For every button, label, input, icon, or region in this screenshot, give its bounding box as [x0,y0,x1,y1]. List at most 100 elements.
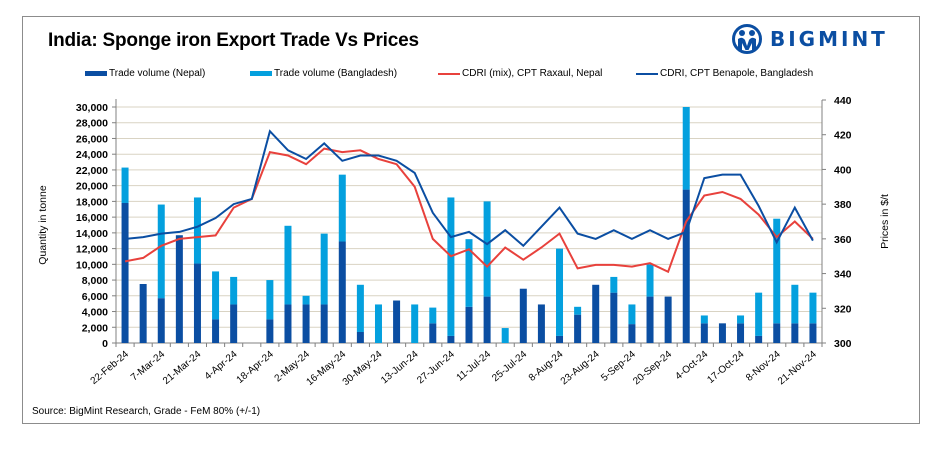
bar-bangladesh [157,204,165,299]
bar-nepal [664,296,672,343]
y2-tick-label: 380 [834,199,852,211]
legend-item-nepal-volume: Trade volume (Nepal) [85,68,205,79]
bar-bangladesh [320,233,328,305]
bar-bangladesh [374,304,382,343]
bar-bangladesh [230,276,238,305]
legend-item-raxaul-price: CDRI (mix), CPT Raxaul, Nepal [438,68,602,79]
bar-nepal [809,323,817,343]
bar-nepal [737,323,745,343]
bigmint-logo: BIGMINT [732,22,888,56]
bar-bangladesh [791,284,799,324]
bar-nepal [393,300,401,343]
bar-bangladesh [556,248,564,336]
legend-swatch [636,72,658,75]
x-tick-label: 25-Jul-24 [490,349,529,385]
bar-nepal [610,292,618,343]
bar-nepal [266,319,274,343]
bar-nepal [556,335,564,343]
x-tick-label: 22-Feb-24 [89,349,132,387]
bar-bangladesh [429,307,437,324]
bar-nepal [483,296,491,343]
y2-axis-title: Prices in $/t [879,194,891,249]
y-tick-label: 30,000 [76,102,108,114]
bar-nepal [230,304,238,343]
legend-label: CDRI (mix), CPT Raxaul, Nepal [462,68,603,79]
y-tick-label: 8,000 [82,275,108,287]
bar-nepal [175,235,183,343]
y-tick-label: 2,000 [82,322,108,334]
bar-nepal [121,202,129,343]
bar-nepal [718,323,726,343]
bar-nepal [592,284,600,343]
bar-bangladesh [193,197,201,264]
x-tick-label: 30-May-24 [341,349,385,388]
bar-bangladesh [773,218,781,324]
x-tick-label: 23-Aug-24 [559,349,602,388]
source-note: Source: BigMint Research, Grade - FeM 80… [32,406,261,417]
bar-nepal [193,263,201,343]
x-tick-label: 21-Nov-24 [776,349,819,388]
bar-bangladesh [121,167,129,203]
bar-bangladesh [338,174,346,242]
bar-nepal [338,241,346,343]
x-tick-label: 11-Jul-24 [455,349,494,384]
x-tick-label: 20-Sep-24 [631,349,674,388]
line-benapole-price [125,129,814,248]
bar-bangladesh [302,295,310,305]
y2-tick-label: 440 [834,95,852,107]
x-tick-label: 21-Mar-24 [161,349,204,387]
y-tick-label: 24,000 [76,149,108,161]
y-tick-label: 6,000 [82,291,108,303]
bar-nepal [302,304,310,343]
bar-bangladesh [755,292,763,336]
legend-swatch [250,71,272,76]
bar-nepal [628,324,636,343]
bar-bangladesh [610,276,618,293]
bar-bangladesh [483,201,491,297]
legend-item-bangladesh-volume: Trade volume (Bangladesh) [250,68,397,79]
bar-nepal [465,306,473,343]
bar-nepal [320,304,328,343]
bar-bangladesh [574,306,582,315]
bar-bangladesh [356,284,364,332]
x-tick-label: 18-Apr-24 [235,349,276,386]
legend-item-benapole-price: CDRI, CPT Benapole, Bangladesh [636,68,813,79]
y2-tick-label: 320 [834,303,852,315]
bar-bangladesh [447,197,455,336]
bar-nepal [429,323,437,343]
bar-bangladesh [284,225,292,305]
legend-label: Trade volume (Nepal) [109,68,206,79]
bar-bangladesh [682,107,690,190]
bar-nepal [574,314,582,343]
y-tick-label: 10,000 [76,259,108,271]
legend-swatch [85,71,107,76]
y-tick-label: 26,000 [76,133,108,145]
bar-nepal [284,304,292,343]
y2-tick-label: 420 [834,130,852,142]
legend-label: CDRI, CPT Benapole, Bangladesh [660,68,814,79]
bar-bangladesh [411,304,419,343]
bar-nepal [682,189,690,343]
bar-nepal [519,288,527,343]
y2-tick-label: 340 [834,269,852,281]
bar-bangladesh [212,271,220,320]
chart-title: India: Sponge iron Export Trade Vs Price… [48,30,419,51]
y-tick-label: 20,000 [76,181,108,193]
y-tick-label: 0 [102,338,108,350]
bar-nepal [447,335,455,343]
bar-nepal [773,323,781,343]
bar-nepal [537,304,545,343]
bar-nepal [755,335,763,343]
legend-swatch [438,72,460,75]
bigmint-logo-icon [732,24,762,54]
brand-name: BIGMINT [770,27,888,51]
bar-nepal [139,284,147,343]
bar-bangladesh [501,328,509,343]
bar-bangladesh [646,264,654,297]
bar-bangladesh [628,304,636,325]
bar-nepal [157,298,165,343]
x-tick-label: 27-Jun-24 [415,349,457,387]
y-tick-label: 14,000 [76,228,108,240]
y-tick-label: 4,000 [82,307,108,319]
